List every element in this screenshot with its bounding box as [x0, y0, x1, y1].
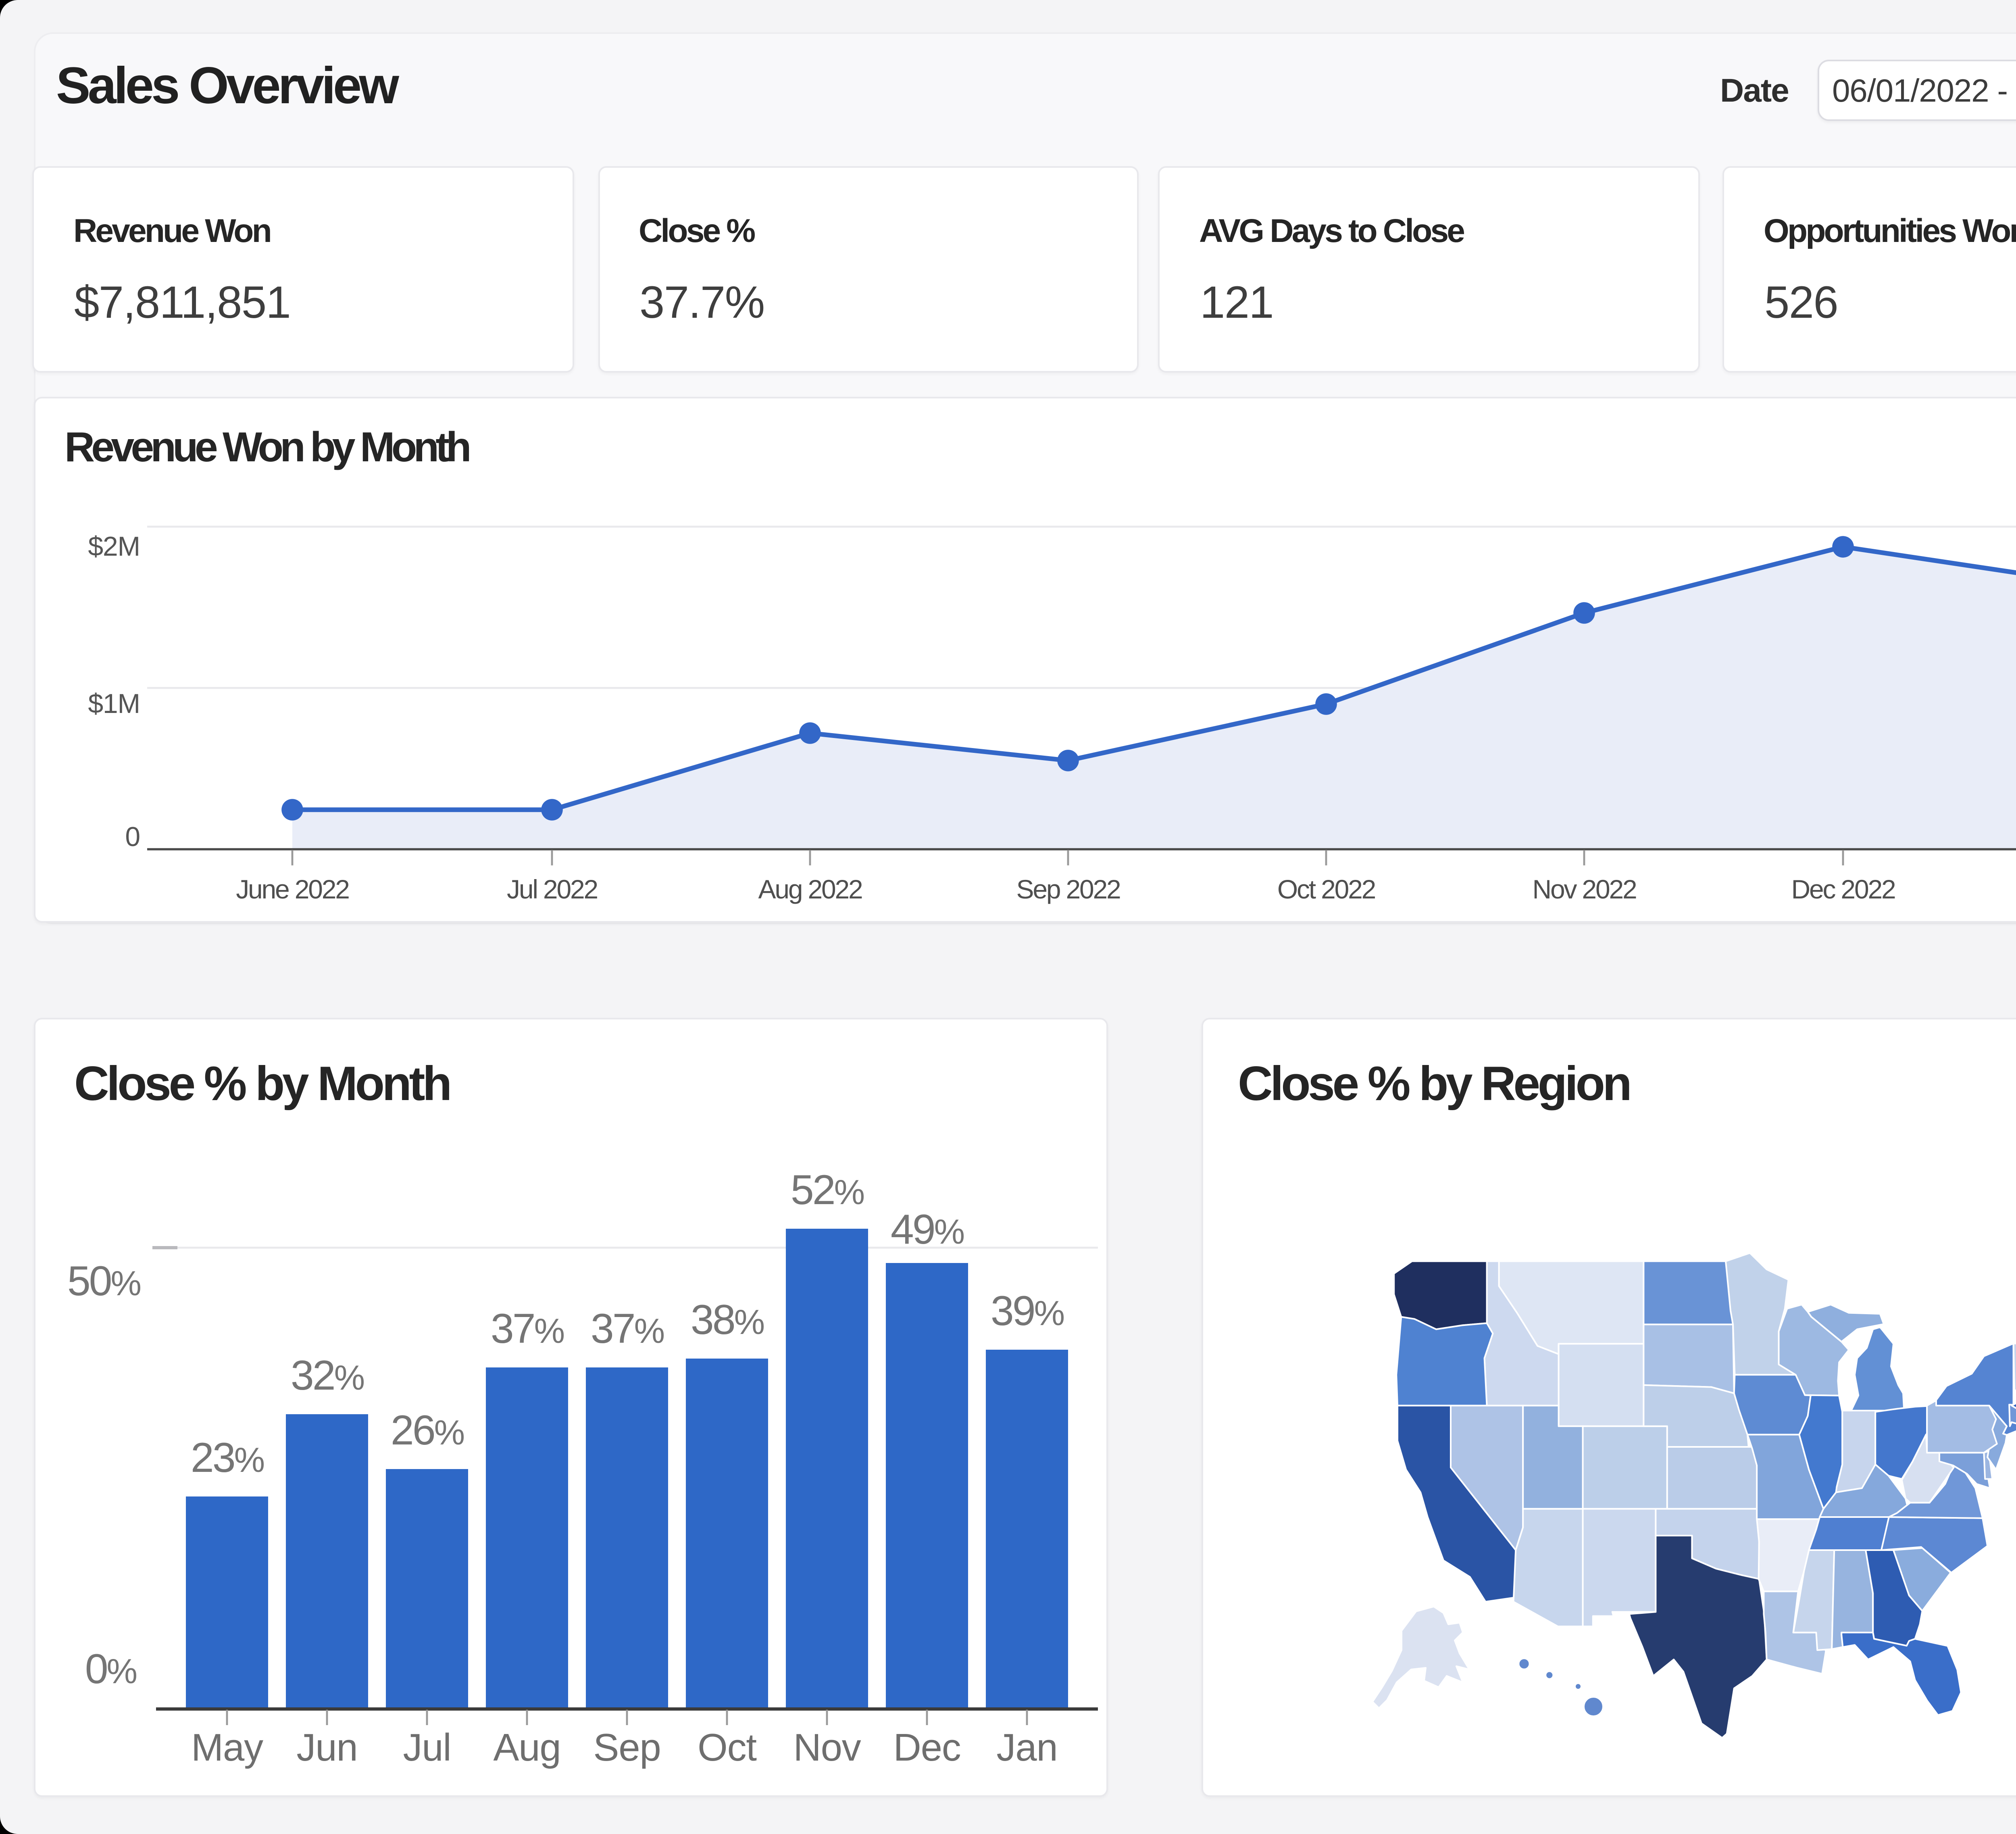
- svg-text:Oct: Oct: [698, 1726, 757, 1769]
- svg-text:Sep: Sep: [594, 1726, 661, 1769]
- svg-text:Aug 2022: Aug 2022: [758, 874, 862, 904]
- svg-text:0: 0: [125, 821, 140, 852]
- svg-text:Jun: Jun: [297, 1726, 358, 1769]
- svg-text:Dec: Dec: [893, 1726, 961, 1769]
- svg-text:$1M: $1M: [87, 688, 140, 719]
- svg-text:Nov 2022: Nov 2022: [1532, 874, 1636, 904]
- svg-text:June 2022: June 2022: [235, 874, 348, 904]
- svg-text:32%: 32%: [291, 1353, 364, 1399]
- svg-text:37%: 37%: [591, 1306, 664, 1353]
- svg-text:38%: 38%: [691, 1297, 764, 1344]
- svg-text:26%: 26%: [391, 1407, 464, 1454]
- svg-text:$2M: $2M: [87, 531, 140, 562]
- svg-text:May: May: [192, 1726, 264, 1769]
- svg-text:39%: 39%: [991, 1288, 1064, 1335]
- svg-text:52%: 52%: [791, 1167, 864, 1214]
- svg-text:Jul 2022: Jul 2022: [506, 874, 597, 904]
- svg-text:Jul: Jul: [403, 1726, 451, 1769]
- svg-text:50%: 50%: [68, 1258, 141, 1305]
- svg-text:Dec 2022: Dec 2022: [1791, 874, 1895, 904]
- svg-text:37%: 37%: [491, 1306, 564, 1353]
- svg-text:0%: 0%: [85, 1646, 137, 1693]
- svg-text:Sep 2022: Sep 2022: [1016, 874, 1120, 904]
- svg-text:Nov: Nov: [793, 1726, 861, 1769]
- svg-text:49%: 49%: [891, 1207, 964, 1253]
- svg-text:Jan: Jan: [997, 1726, 1058, 1769]
- svg-text:Aug: Aug: [494, 1726, 561, 1769]
- svg-text:23%: 23%: [191, 1435, 264, 1482]
- svg-text:Oct 2022: Oct 2022: [1277, 874, 1375, 904]
